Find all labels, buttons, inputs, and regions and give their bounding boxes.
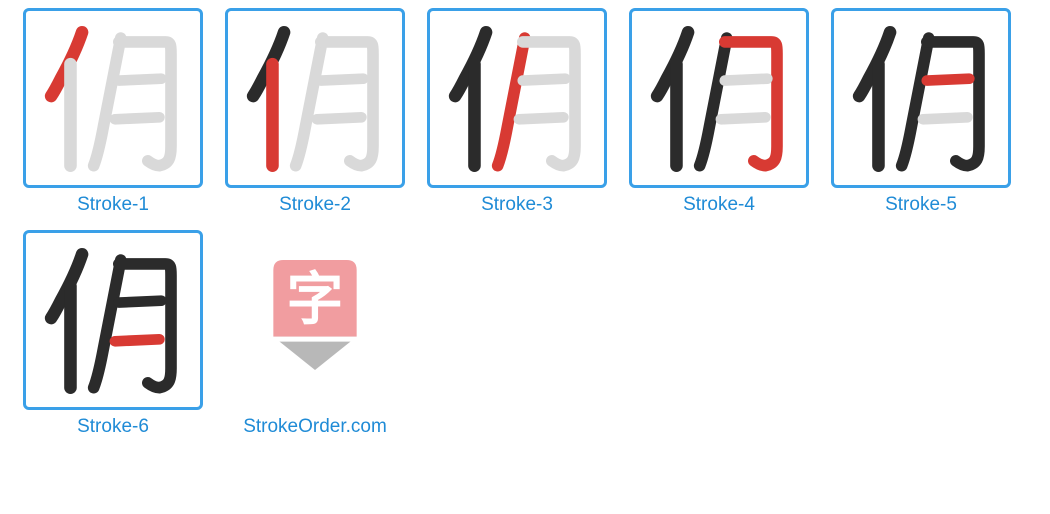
stroke-path-3 bbox=[902, 38, 929, 166]
cell-stroke-6: Stroke-6 bbox=[12, 230, 214, 438]
stroke-path-5 bbox=[119, 79, 162, 81]
caption-stroke-5: Stroke-5 bbox=[885, 194, 957, 216]
tile-stroke-2 bbox=[225, 8, 405, 188]
cell-stroke-3: Stroke-3 bbox=[416, 8, 618, 216]
stroke-path-3 bbox=[296, 38, 323, 166]
stroke-path-4 bbox=[927, 42, 979, 166]
stroke-path-4 bbox=[725, 42, 777, 166]
logo-tile: 字 bbox=[225, 230, 405, 410]
logo-char: 字 bbox=[287, 268, 344, 331]
caption-stroke-2: Stroke-2 bbox=[279, 194, 351, 216]
cell-stroke-5: Stroke-5 bbox=[820, 8, 1022, 216]
stroke-path-6 bbox=[115, 339, 159, 341]
stroke-path-4 bbox=[119, 264, 171, 388]
caption-stroke-4: Stroke-4 bbox=[683, 194, 755, 216]
logo-icon: 字 bbox=[240, 245, 390, 395]
cell-logo: 字 StrokeOrder.com bbox=[214, 230, 416, 438]
stroke-path-4 bbox=[321, 42, 373, 166]
stroke-path-5 bbox=[927, 79, 970, 81]
glyph-stroke-6 bbox=[26, 230, 200, 410]
tile-stroke-1 bbox=[23, 8, 203, 188]
stroke-grid: Stroke-1 Stroke-2 Stroke-3 Stroke-4 Stro… bbox=[0, 0, 1050, 460]
glyph-stroke-4 bbox=[632, 8, 806, 188]
caption-stroke-1: Stroke-1 bbox=[77, 194, 149, 216]
stroke-path-3 bbox=[94, 260, 121, 388]
stroke-path-5 bbox=[523, 79, 566, 81]
tile-stroke-4 bbox=[629, 8, 809, 188]
tile-stroke-3 bbox=[427, 8, 607, 188]
caption-stroke-6: Stroke-6 bbox=[77, 416, 149, 438]
stroke-path-3 bbox=[94, 38, 121, 166]
glyph-stroke-2 bbox=[228, 8, 402, 188]
logo-tip-highlight bbox=[273, 337, 356, 342]
caption-logo: StrokeOrder.com bbox=[243, 416, 387, 438]
stroke-path-3 bbox=[498, 38, 525, 166]
glyph-stroke-1 bbox=[26, 8, 200, 188]
stroke-path-6 bbox=[721, 117, 765, 119]
tile-stroke-5 bbox=[831, 8, 1011, 188]
cell-stroke-2: Stroke-2 bbox=[214, 8, 416, 216]
glyph-stroke-5 bbox=[834, 8, 1008, 188]
stroke-path-5 bbox=[119, 301, 162, 303]
cell-stroke-4: Stroke-4 bbox=[618, 8, 820, 216]
glyph-stroke-3 bbox=[430, 8, 604, 188]
caption-stroke-3: Stroke-3 bbox=[481, 194, 553, 216]
stroke-path-6 bbox=[923, 117, 967, 119]
tile-stroke-6 bbox=[23, 230, 203, 410]
stroke-path-6 bbox=[519, 117, 563, 119]
cell-stroke-1: Stroke-1 bbox=[12, 8, 214, 216]
stroke-path-6 bbox=[317, 117, 361, 119]
stroke-path-4 bbox=[523, 42, 575, 166]
stroke-path-6 bbox=[115, 117, 159, 119]
stroke-path-4 bbox=[119, 42, 171, 166]
stroke-path-5 bbox=[321, 79, 364, 81]
stroke-path-3 bbox=[700, 38, 727, 166]
stroke-path-5 bbox=[725, 79, 768, 81]
